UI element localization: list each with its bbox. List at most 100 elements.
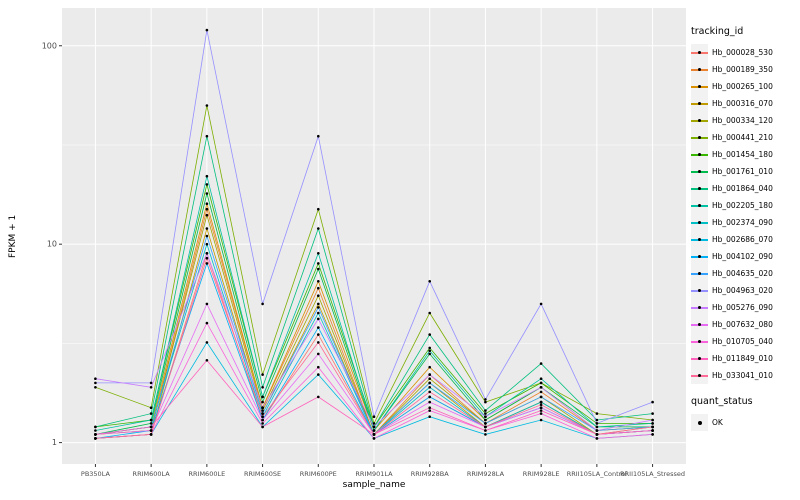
- x-tick-label: RRIM928LA: [467, 470, 505, 478]
- legend-item-label: Hb_005276_090: [712, 303, 773, 312]
- legend-item-label: Hb_000265_100: [712, 82, 773, 91]
- data-point: [595, 412, 599, 415]
- data-point: [317, 207, 320, 211]
- data-point: [317, 294, 320, 298]
- data-point: [317, 395, 320, 399]
- legend-block-tracking-id: tracking_id Hb_000028_530 Hb_000189_350 Hb…: [691, 26, 799, 384]
- line-key-icon: [691, 316, 708, 333]
- legend-item-quant-status-ok: OK: [691, 414, 799, 431]
- legend-item-label: Hb_033041_010: [712, 371, 773, 380]
- legend-item-Hb_000265_100: Hb_000265_100: [691, 78, 799, 95]
- data-point: [651, 425, 654, 429]
- data-point: [317, 352, 320, 356]
- data-point: [484, 412, 487, 415]
- legend-item-Hb_002205_180: Hb_002205_180: [691, 197, 799, 214]
- data-point: [428, 381, 432, 385]
- data-point: [428, 311, 432, 315]
- data-point: [317, 306, 320, 309]
- data-point: [94, 437, 97, 440]
- x-tick-label: RRIM901LA: [355, 470, 393, 478]
- data-point: [428, 352, 432, 356]
- line-key-icon: [691, 112, 708, 129]
- data-point: [205, 213, 209, 217]
- legend-key-point: [698, 102, 701, 105]
- y-axis-title: FPKM + 1: [8, 214, 18, 258]
- data-point: [428, 377, 432, 381]
- x-axis-title: sample_name: [342, 480, 406, 490]
- legend-block-quant-status: quant_status OK: [691, 396, 799, 431]
- line-key-icon: [691, 180, 708, 197]
- legend-item-Hb_001761_010: Hb_001761_010: [691, 163, 799, 180]
- data-point: [205, 252, 209, 255]
- legend-item-label: Hb_002205_180: [712, 201, 773, 210]
- line-key-icon: [691, 197, 708, 214]
- line-key-icon: [691, 129, 708, 146]
- legend-key-point: [698, 153, 701, 156]
- data-point: [651, 429, 654, 432]
- line-key-icon: [691, 163, 708, 180]
- black-point-icon: [697, 420, 702, 425]
- legend-item-label: Hb_002686_070: [712, 235, 773, 244]
- data-point: [428, 406, 432, 410]
- line-key-icon: [691, 367, 708, 384]
- legend-item-label: Hb_010705_040: [712, 337, 773, 346]
- legend-item-label: Hb_007632_080: [712, 320, 773, 329]
- data-point: [372, 433, 376, 436]
- line-key-icon: [691, 265, 708, 282]
- data-point: [261, 400, 264, 404]
- data-point: [149, 381, 153, 385]
- data-point: [428, 415, 432, 419]
- data-point: [205, 227, 209, 230]
- legend-item-Hb_007632_080: Hb_007632_080: [691, 316, 799, 333]
- legend-key-point: [698, 323, 701, 326]
- data-point: [539, 386, 543, 389]
- data-point: [651, 400, 654, 404]
- legend-key-point: [698, 340, 701, 343]
- data-point: [484, 425, 487, 429]
- data-point: [94, 425, 97, 429]
- data-point: [317, 333, 320, 336]
- x-tick-label: RRII105LA_Stressed: [620, 470, 685, 478]
- line-key-icon: [691, 248, 708, 265]
- legend-item-Hb_000316_070: Hb_000316_070: [691, 95, 799, 112]
- data-point: [539, 381, 543, 385]
- legend-key-point: [698, 357, 701, 360]
- legend: tracking_id Hb_000028_530 Hb_000189_350 Hb…: [691, 26, 799, 443]
- data-point: [428, 409, 432, 412]
- data-point: [595, 418, 599, 422]
- data-point: [539, 362, 543, 365]
- data-point: [317, 373, 320, 376]
- data-point: [149, 433, 153, 436]
- data-point: [261, 409, 264, 412]
- data-point: [595, 422, 599, 425]
- legend-item-label: Hb_000316_070: [712, 99, 773, 108]
- data-point: [149, 386, 153, 389]
- data-point: [595, 437, 599, 440]
- data-point: [261, 425, 264, 429]
- data-point: [205, 302, 209, 306]
- legend-key-point: [698, 272, 701, 275]
- data-point: [317, 134, 320, 138]
- legend-item-label: Hb_000334_120: [712, 116, 773, 125]
- legend-item-Hb_004102_090: Hb_004102_090: [691, 248, 799, 265]
- data-point: [317, 280, 320, 283]
- legend-item-Hb_000334_120: Hb_000334_120: [691, 112, 799, 129]
- data-point: [428, 390, 432, 394]
- legend-key-point: [698, 221, 701, 224]
- legend-key-point: [698, 204, 701, 207]
- data-point: [205, 134, 209, 138]
- legend-item-Hb_000028_530: Hb_000028_530: [691, 44, 799, 61]
- line-key-icon: [691, 282, 708, 299]
- data-point: [261, 395, 264, 399]
- x-tick-label: RRIM928BA: [411, 470, 449, 478]
- x-tick-label: RRIM600SE: [244, 470, 281, 478]
- data-point: [651, 418, 654, 422]
- legend-key-point: [698, 136, 701, 139]
- data-point: [261, 415, 264, 419]
- data-point: [428, 395, 432, 399]
- legend-key-point: [698, 238, 701, 241]
- legend-item-label: Hb_002374_090: [712, 218, 773, 227]
- data-point: [261, 302, 264, 306]
- data-point: [372, 425, 376, 429]
